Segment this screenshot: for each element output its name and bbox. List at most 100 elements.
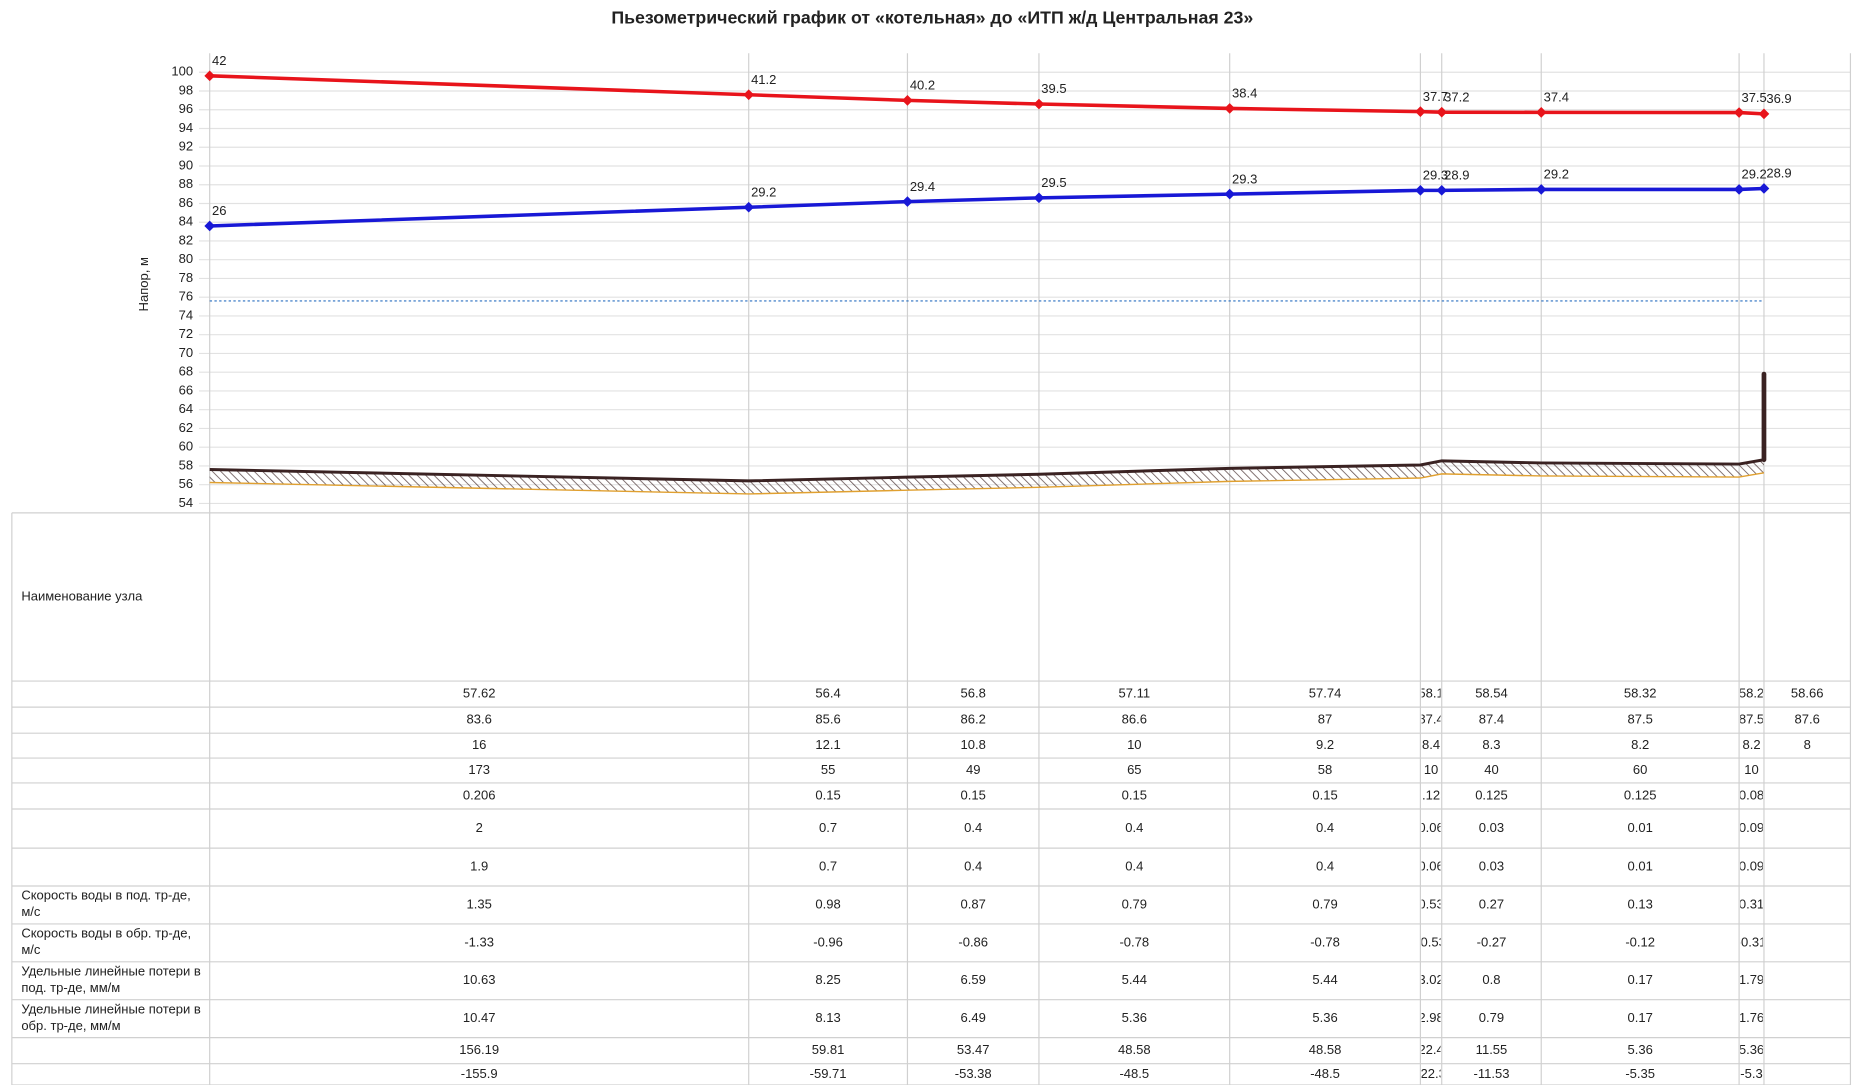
table-cell: 6.59 [961,972,986,987]
ground-line [209,458,1765,483]
table-cell: 57.11 [1119,686,1151,701]
point-marker [1415,106,1426,117]
table-cell: 0.01 [1627,858,1652,873]
point-marker [1733,184,1745,195]
table-cell: -155.9 [461,1066,498,1081]
node-name: кран шаровый Ду150 [820,532,835,660]
y-tick-label: 72 [179,326,193,341]
point-label: 36.9 [1766,91,1791,106]
point-label: 37.5 [1741,90,1766,105]
table-cell: 57.74 [1309,686,1342,701]
y-tick-label: 92 [179,139,193,154]
table-cell: 8 [1804,737,1811,752]
table-cell: 0.4 [1316,858,1334,873]
table-cell: 0.53 [1418,896,1443,911]
table-cell: 8.4 [1422,737,1440,752]
table-cell: 53.47 [957,1042,990,1057]
point-marker [902,196,913,207]
table-cell: 0.15 [1122,787,1147,802]
y-tick-label: 62 [179,420,193,435]
table-cell: 10.8 [961,737,986,752]
point-label: 37.4 [1544,90,1569,105]
y-tick-label: 76 [179,289,193,304]
table-cell: 1.76 [1739,1010,1764,1025]
table-cell: 0.8 [1482,972,1500,987]
pipe-line [209,472,1765,495]
table-cell: 0.13 [1627,896,1652,911]
table-cell: 58.54 [1475,686,1508,701]
table-cell: -0.86 [958,934,988,949]
node-name: ТК 7 [1126,583,1141,609]
point-marker [1224,188,1236,200]
series-line [209,186,1765,228]
table-cell: -5.3 [1740,1066,1762,1081]
node-name: ИТП ж/д Центральная 23 [1799,520,1814,672]
point-label: 29.3 [1232,171,1257,186]
table-cell: 10 [1127,737,1141,752]
y-tick-label: 70 [179,345,193,360]
point-marker [204,70,216,82]
point-marker [1758,108,1770,120]
table-cell: 0.125 [1624,787,1657,802]
point-label: 39.5 [1041,81,1066,96]
table-cell: -0.31 [1737,934,1767,949]
table-cell: 8.13 [815,1010,840,1025]
table-cell: 0.27 [1479,896,1504,911]
point-label: 29.4 [910,179,935,194]
point-label: 42 [212,53,226,68]
table-cell: 85.6 [815,712,840,727]
table-cell: 12.1 [815,737,840,752]
table-cell: -59.71 [810,1066,847,1081]
table-cell: -0.78 [1310,934,1340,949]
table-cell: 10.63 [463,972,496,987]
y-tick-label: 86 [179,195,193,210]
table-cell: 0.79 [1122,896,1147,911]
table-cell: 0.7 [819,858,837,873]
y-tick-label: 74 [179,307,193,322]
table-cell: 1.9 [470,858,488,873]
point-marker [1033,192,1045,204]
point-label: 29.2 [1741,167,1766,182]
table-cell: -0.78 [1119,934,1149,949]
table-cell: 2 [476,820,483,835]
series-line [209,74,1765,116]
table-cell: 8.2 [1631,737,1649,752]
table-cell: 48.58 [1118,1042,1151,1057]
table-cell: 1.79 [1739,972,1764,987]
table-cell: 22.4 [1418,1042,1443,1057]
table-cell: 57.62 [463,686,496,701]
point-label: 40.2 [910,78,935,93]
y-tick-label: 64 [179,401,193,416]
table-cell: 40 [1484,762,1498,777]
y-tick-label: 90 [179,157,193,172]
table-cell: 0.4 [1125,858,1143,873]
table-cell: 0.15 [1312,787,1337,802]
table-cell: -5.35 [1625,1066,1655,1081]
table-cell: 173 [468,762,490,777]
table-cell: 59.81 [812,1042,845,1057]
table-cell: 56.4 [815,686,840,701]
y-tick-label: 94 [179,120,193,135]
point-label: 26 [212,203,226,218]
y-tick-label: 66 [179,382,193,397]
point-label: 37.7 [1423,89,1448,104]
table-cell: -48.5 [1119,1066,1149,1081]
table-cell: 2.98 [1418,1010,1443,1025]
table-cell: -0.53 [1416,934,1446,949]
table-cell: 5.36 [1739,1042,1764,1057]
y-axis-label: Напор, м [136,257,151,311]
table-cell: 0.03 [1479,858,1504,873]
table-cell: 8.3 [1482,737,1500,752]
node-name: ТК 6 [965,583,980,609]
point-marker [1758,183,1770,194]
table-cell: 5.44 [1312,972,1337,987]
node-name: задвижка Ду80 [1743,550,1758,641]
point-label: 29.2 [1544,167,1569,182]
point-label: 29.3 [1423,168,1448,183]
table-cell: 0.06 [1418,820,1443,835]
table-cell: 56.8 [961,686,986,701]
row-label: Скорость воды в под. тр-де, м/с [21,888,190,920]
table-cell: 0.31 [1739,896,1764,911]
y-tick-label: 68 [179,364,193,379]
y-tick-label: 88 [179,176,193,191]
